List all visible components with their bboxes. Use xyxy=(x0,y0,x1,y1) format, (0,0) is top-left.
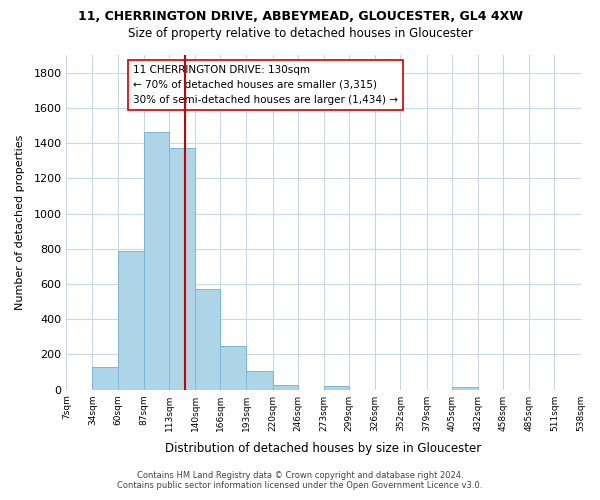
Bar xyxy=(452,388,478,390)
Text: 11, CHERRINGTON DRIVE, ABBEYMEAD, GLOUCESTER, GL4 4XW: 11, CHERRINGTON DRIVE, ABBEYMEAD, GLOUCE… xyxy=(77,10,523,23)
Bar xyxy=(118,250,144,390)
Bar xyxy=(220,346,247,390)
Bar xyxy=(247,371,272,390)
Bar xyxy=(169,148,195,390)
Text: 11 CHERRINGTON DRIVE: 130sqm
← 70% of detached houses are smaller (3,315)
30% of: 11 CHERRINGTON DRIVE: 130sqm ← 70% of de… xyxy=(133,65,398,104)
X-axis label: Distribution of detached houses by size in Gloucester: Distribution of detached houses by size … xyxy=(165,442,482,455)
Y-axis label: Number of detached properties: Number of detached properties xyxy=(15,134,25,310)
Bar xyxy=(92,367,118,390)
Text: Contains HM Land Registry data © Crown copyright and database right 2024.
Contai: Contains HM Land Registry data © Crown c… xyxy=(118,470,482,490)
Bar xyxy=(324,386,349,390)
Bar xyxy=(144,132,169,390)
Text: Size of property relative to detached houses in Gloucester: Size of property relative to detached ho… xyxy=(128,28,473,40)
Bar xyxy=(195,290,220,390)
Bar xyxy=(272,385,298,390)
